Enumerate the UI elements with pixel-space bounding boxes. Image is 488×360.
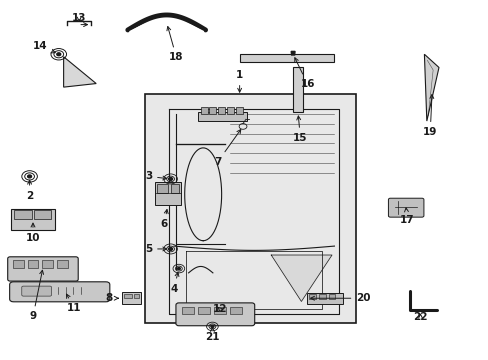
Bar (226, 107, 233, 114)
Circle shape (168, 248, 172, 250)
Text: 1: 1 (236, 70, 243, 92)
Bar (239, 54, 334, 62)
Bar (235, 107, 242, 114)
Polygon shape (290, 51, 294, 55)
Bar (182, 307, 194, 314)
Bar (209, 107, 216, 114)
Bar (28, 260, 38, 268)
Text: 16: 16 (294, 58, 314, 89)
Bar (308, 294, 315, 299)
Bar (123, 294, 131, 298)
Text: 13: 13 (72, 13, 86, 23)
Circle shape (168, 177, 172, 180)
Bar (230, 307, 242, 314)
Bar (218, 107, 224, 114)
Circle shape (57, 53, 61, 56)
Polygon shape (424, 54, 438, 121)
Bar (11, 208, 55, 230)
Text: 4: 4 (170, 273, 179, 294)
Bar (133, 294, 139, 298)
Text: 2: 2 (26, 180, 33, 201)
Bar (214, 307, 225, 314)
Circle shape (177, 267, 180, 270)
Bar (14, 210, 32, 219)
Bar (122, 292, 141, 304)
Text: 8: 8 (105, 293, 118, 303)
FancyBboxPatch shape (10, 282, 110, 302)
Circle shape (28, 175, 31, 178)
Text: 3: 3 (144, 171, 166, 181)
Text: 11: 11 (66, 294, 81, 313)
Text: 22: 22 (412, 312, 427, 322)
FancyBboxPatch shape (176, 303, 254, 326)
Text: 6: 6 (161, 210, 168, 229)
Text: 10: 10 (26, 223, 40, 243)
Bar (13, 260, 24, 268)
Bar (328, 294, 335, 299)
Circle shape (210, 325, 213, 328)
FancyBboxPatch shape (22, 286, 51, 296)
Bar (57, 260, 67, 268)
Text: 9: 9 (29, 270, 43, 321)
Bar (201, 107, 207, 114)
FancyBboxPatch shape (387, 198, 423, 217)
Bar (144, 94, 356, 323)
Text: 12: 12 (212, 304, 227, 314)
Bar (198, 307, 209, 314)
Text: 20: 20 (310, 293, 370, 303)
Bar (170, 184, 179, 193)
Text: 17: 17 (399, 208, 414, 225)
Text: 14: 14 (33, 41, 55, 53)
Polygon shape (63, 57, 96, 87)
Bar (42, 260, 53, 268)
Bar (198, 112, 246, 121)
Text: 21: 21 (205, 328, 219, 342)
Bar (306, 293, 343, 304)
Text: 19: 19 (422, 95, 437, 137)
Text: 5: 5 (144, 244, 166, 254)
FancyBboxPatch shape (8, 257, 78, 281)
Bar (292, 67, 302, 112)
Bar (157, 184, 167, 193)
Bar (154, 182, 181, 205)
Text: 18: 18 (166, 27, 183, 63)
Text: 15: 15 (293, 116, 307, 143)
Bar (318, 294, 325, 299)
Bar (34, 210, 51, 219)
Polygon shape (271, 255, 331, 301)
Text: 7: 7 (214, 130, 240, 167)
